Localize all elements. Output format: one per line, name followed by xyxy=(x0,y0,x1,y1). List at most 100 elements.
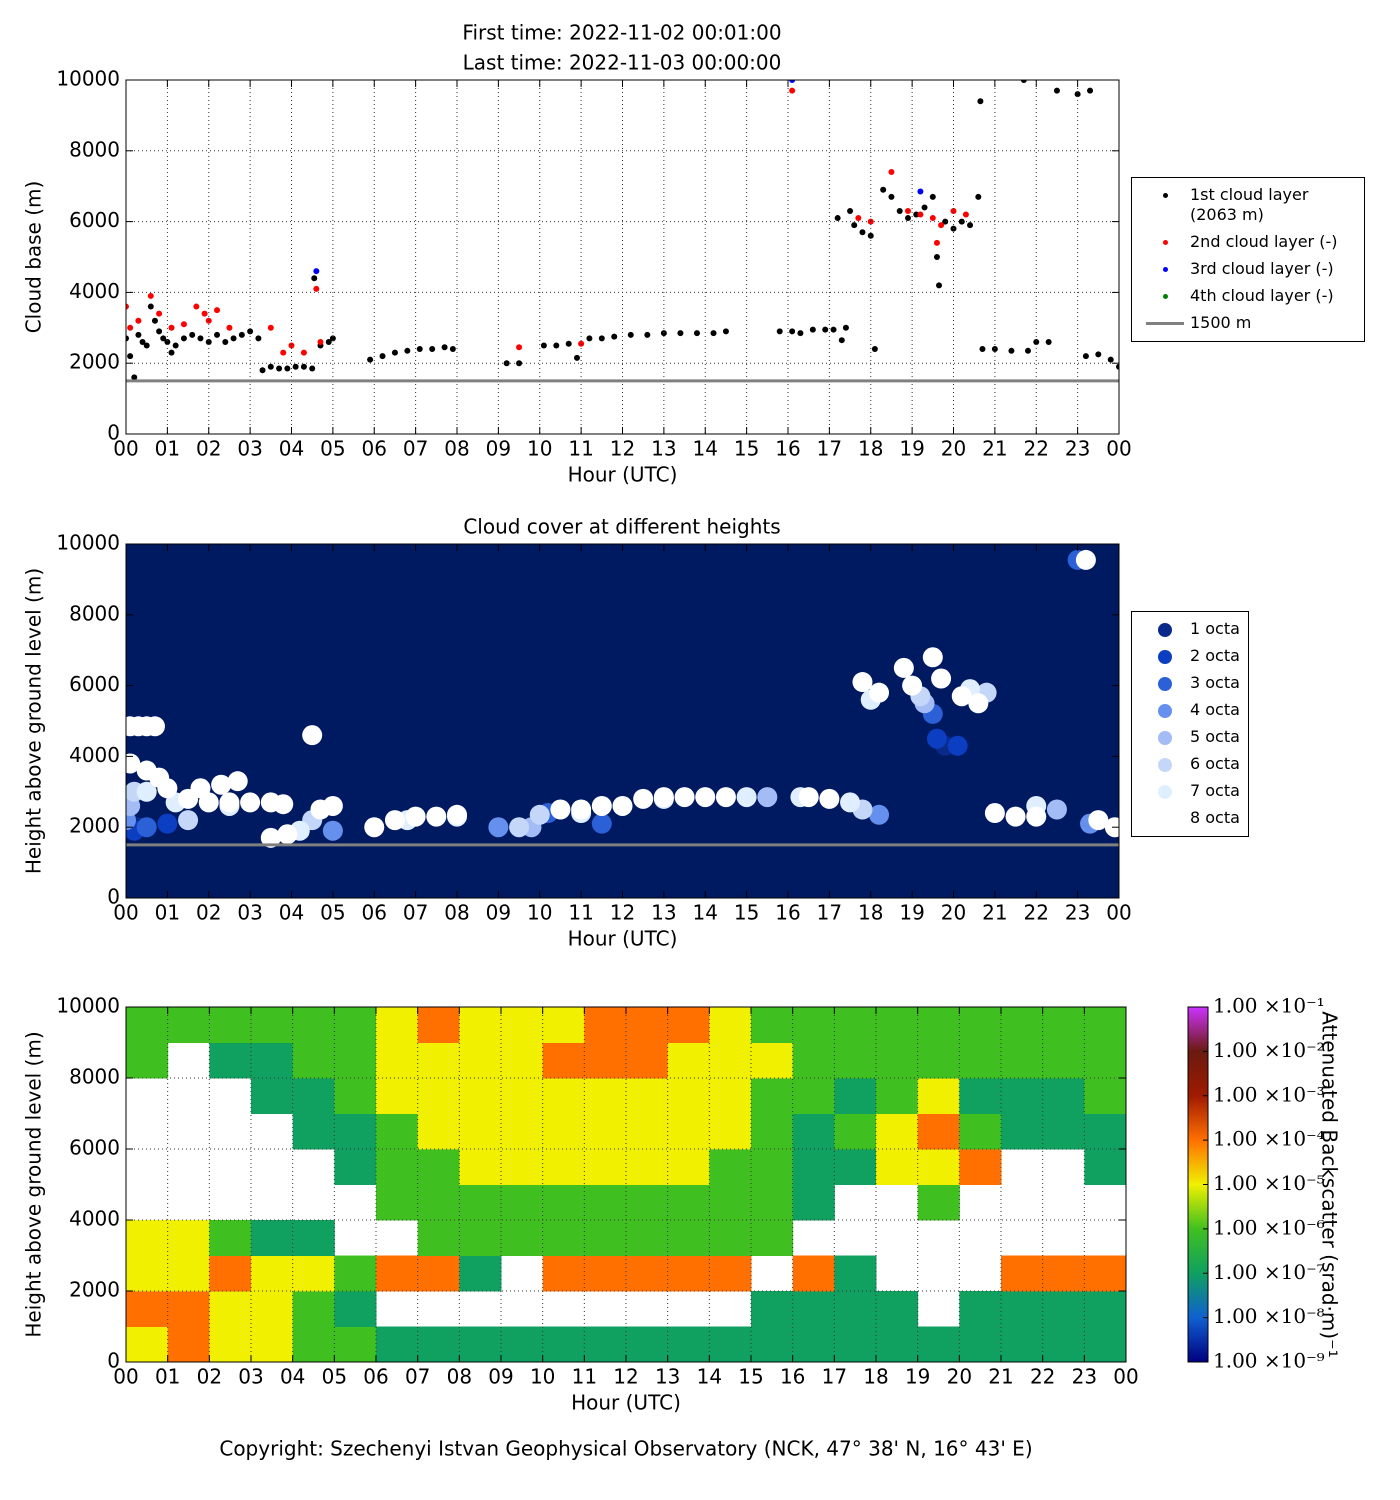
x-tick-label: 23 xyxy=(1065,437,1090,461)
heat-cell xyxy=(542,1255,585,1292)
x-tick-label: 02 xyxy=(197,1365,222,1389)
x-tick-label: 20 xyxy=(947,1365,972,1389)
x-tick-label: 18 xyxy=(863,1365,888,1389)
point xyxy=(888,193,895,200)
heat-cell xyxy=(1042,1113,1085,1150)
x-tick-label: 13 xyxy=(651,901,676,925)
heat-cell xyxy=(542,1042,585,1079)
point xyxy=(288,342,295,349)
legend-marker xyxy=(1140,310,1190,337)
point xyxy=(447,804,467,825)
heat-cell xyxy=(126,1326,169,1362)
point xyxy=(238,331,245,338)
legend-label: 5 octa xyxy=(1190,727,1240,746)
y-tick-label: 10000 xyxy=(56,67,120,91)
point xyxy=(226,324,233,331)
heat-cell xyxy=(501,1326,544,1362)
heat-cell xyxy=(292,1326,335,1362)
heat-cell xyxy=(1001,1113,1044,1150)
x-tick-label: 09 xyxy=(486,901,511,925)
heat-cell xyxy=(542,1326,585,1362)
heat-cell xyxy=(334,1078,377,1114)
heat-cell xyxy=(667,1007,710,1043)
y-tick-label: 4000 xyxy=(69,743,120,767)
legend-dot xyxy=(1158,784,1172,799)
legend-marker xyxy=(1140,182,1190,209)
legend-entry: 1st cloud layer (2063 m) xyxy=(1140,182,1356,229)
point xyxy=(311,275,318,282)
legend-marker xyxy=(1140,805,1190,832)
heat-cell xyxy=(667,1149,710,1185)
heat-cell xyxy=(709,1326,752,1362)
heat-cell xyxy=(417,1255,460,1292)
point xyxy=(516,344,523,351)
x-tick-label: 10 xyxy=(527,901,552,925)
point xyxy=(984,803,1005,824)
heat-cell xyxy=(751,1007,794,1043)
colorbar-tick-label: 1.00 ×10⁻⁹ xyxy=(1213,1349,1325,1373)
x-tick-label: 11 xyxy=(572,1365,597,1389)
heat-cell xyxy=(792,1007,835,1043)
heat-cell xyxy=(876,1149,919,1185)
heat-cell xyxy=(501,1184,544,1221)
chart-subtitle: Last time: 2022-11-03 00:00:00 xyxy=(463,51,782,75)
heat-cell xyxy=(792,1184,835,1221)
heat-cell xyxy=(1042,1291,1085,1327)
heat-cell xyxy=(917,1326,960,1362)
point xyxy=(951,686,972,707)
point xyxy=(936,282,943,289)
point xyxy=(1053,87,1060,94)
heat-cell xyxy=(334,1042,377,1079)
point xyxy=(947,735,968,756)
heat-cell xyxy=(1042,1326,1085,1362)
heat-cell xyxy=(459,1220,502,1256)
point xyxy=(1026,806,1047,827)
point xyxy=(757,787,778,808)
legend-label: 8 octa xyxy=(1190,808,1240,827)
legend-dot xyxy=(1162,267,1168,272)
heat-cell xyxy=(292,1007,335,1043)
heat-cell xyxy=(167,1220,210,1256)
heat-cell xyxy=(251,1007,294,1043)
legend-entry: 6 octa xyxy=(1140,751,1240,778)
x-tick-label: 16 xyxy=(775,901,800,925)
point xyxy=(300,363,307,370)
heat-cell xyxy=(542,1149,585,1185)
x-tick-label: 20 xyxy=(941,437,966,461)
y-tick-label: 2000 xyxy=(69,814,120,838)
heat-cell xyxy=(792,1255,835,1292)
y-axis-label: Height above ground level (m) xyxy=(22,1031,46,1337)
point xyxy=(591,795,612,816)
colorbar-tick-label: 1.00 ×10⁻³ xyxy=(1213,1082,1325,1106)
heat-cell xyxy=(459,1326,502,1362)
y-axis-label: Cloud base (m) xyxy=(22,181,46,334)
x-tick-label: 00 xyxy=(1106,437,1131,461)
heat-cell xyxy=(584,1007,627,1043)
legend-marker xyxy=(1140,616,1190,643)
x-tick-label: 10 xyxy=(527,437,552,461)
heat-cell xyxy=(751,1326,794,1362)
heat-cell xyxy=(751,1184,794,1221)
point xyxy=(975,193,982,200)
point xyxy=(147,303,154,310)
legend-label: 1500 m xyxy=(1190,313,1252,332)
heat-cell xyxy=(334,1326,377,1362)
point xyxy=(1082,353,1089,360)
heat-cell xyxy=(1001,1326,1044,1362)
point xyxy=(214,331,221,338)
point xyxy=(180,335,187,342)
x-tick-label: 01 xyxy=(155,437,180,461)
y-tick-label: 2000 xyxy=(69,1278,120,1302)
point xyxy=(168,349,175,356)
x-tick-label: 21 xyxy=(982,437,1007,461)
heat-cell xyxy=(459,1255,502,1292)
x-tick-label: 20 xyxy=(941,901,966,925)
heat-cell xyxy=(667,1113,710,1150)
legend-marker xyxy=(1140,697,1190,724)
legend-label: 3 octa xyxy=(1190,673,1240,692)
heat-cell xyxy=(292,1255,335,1292)
point xyxy=(255,335,262,342)
heat-cell xyxy=(1001,1042,1044,1079)
legend-marker xyxy=(1140,778,1190,805)
heat-cell xyxy=(459,1113,502,1150)
